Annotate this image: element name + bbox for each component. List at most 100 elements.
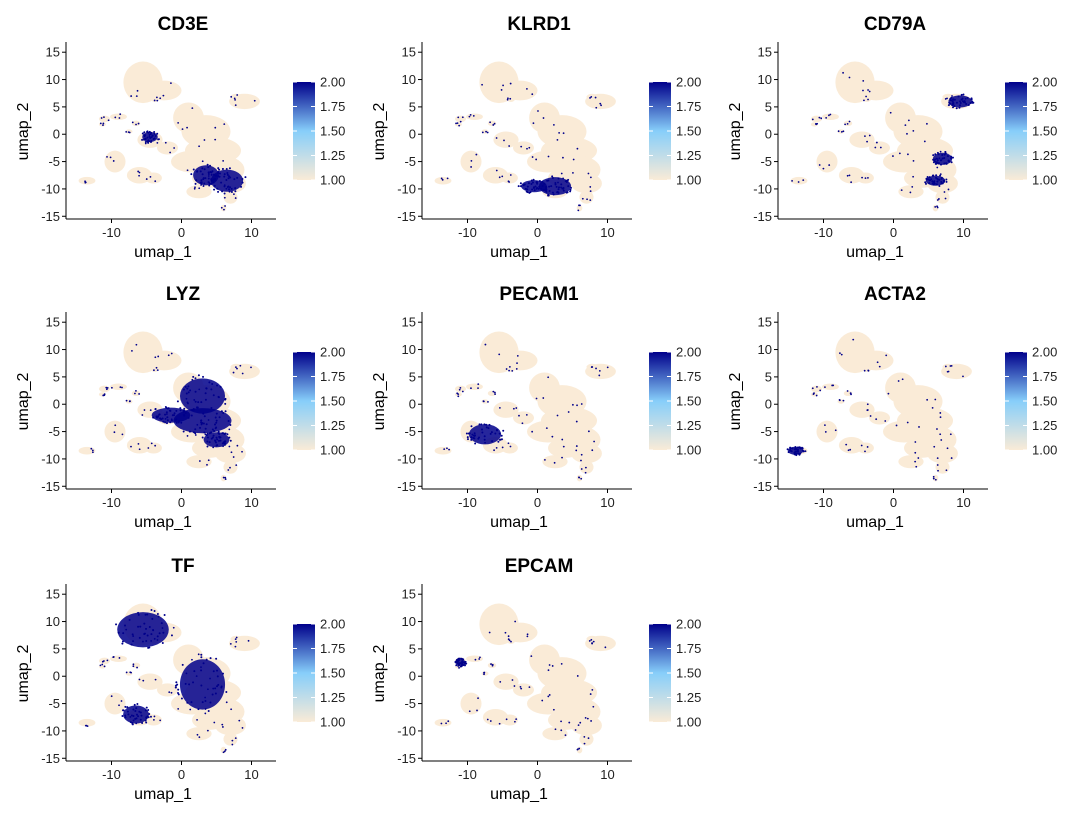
expression-point	[211, 693, 214, 696]
expression-point	[207, 181, 210, 184]
expression-point	[455, 661, 458, 664]
cell-cluster	[849, 401, 875, 418]
expression-point	[156, 132, 159, 135]
expression-point	[103, 393, 106, 396]
expression-point	[816, 385, 818, 388]
expression-point	[156, 635, 159, 638]
expression-point	[200, 656, 203, 659]
expression-point	[794, 450, 797, 453]
expression-point	[132, 714, 135, 717]
expression-point	[140, 714, 143, 717]
expression-point	[149, 409, 152, 412]
expression-point	[124, 714, 127, 717]
expression-point	[939, 416, 942, 419]
cell-cluster	[110, 113, 127, 121]
expression-point	[797, 452, 800, 455]
expression-point	[236, 367, 238, 370]
expression-point	[235, 640, 238, 643]
expression-point	[182, 388, 185, 391]
expression-point	[147, 141, 150, 144]
legend-tick-label: 1.00	[676, 443, 701, 458]
y-tick-label: 15	[402, 587, 416, 602]
expression-point	[935, 174, 938, 177]
expression-point	[134, 717, 137, 720]
expression-point	[142, 679, 145, 682]
expression-point	[530, 179, 533, 182]
expression-point	[149, 137, 152, 140]
expression-point	[889, 111, 892, 114]
expression-point	[192, 375, 195, 378]
expression-point	[965, 102, 968, 105]
expression-point	[200, 419, 203, 422]
expression-point	[862, 79, 865, 82]
expression-point	[544, 458, 546, 461]
expression-point	[864, 450, 866, 453]
expression-point	[491, 663, 494, 666]
legend-tick-label: 1.25	[676, 148, 701, 163]
expression-point	[196, 170, 199, 173]
y-tick-label: -15	[397, 479, 416, 494]
expression-point	[850, 181, 853, 184]
expression-point	[137, 613, 140, 616]
expression-point	[223, 173, 226, 176]
expression-point	[583, 742, 586, 745]
expression-point	[937, 153, 940, 156]
x-tick-label: -10	[458, 767, 477, 782]
expression-point	[150, 608, 153, 611]
x-tick-label: -10	[102, 225, 121, 240]
expression-point	[481, 83, 483, 86]
expression-point	[580, 468, 583, 470]
expression-point	[848, 76, 851, 79]
expression-point	[135, 343, 138, 346]
expression-point	[130, 445, 132, 448]
expression-point	[476, 709, 478, 712]
expression-point	[470, 387, 472, 390]
expression-point	[224, 205, 226, 207]
expression-point	[947, 188, 950, 191]
expression-point	[507, 442, 510, 445]
expression-point	[186, 402, 189, 405]
expression-point	[188, 683, 191, 686]
expression-point	[241, 178, 244, 181]
expression-point	[938, 157, 941, 160]
expression-point	[234, 366, 237, 369]
expression-point	[509, 97, 512, 100]
expression-point	[925, 178, 928, 181]
cell-cluster	[460, 692, 482, 715]
expression-point	[846, 174, 849, 177]
y-axis-label: umap_2	[15, 372, 32, 430]
expression-point	[475, 153, 478, 156]
expression-point	[144, 134, 147, 137]
expression-point	[207, 459, 210, 462]
expression-point	[119, 113, 122, 116]
expression-point	[121, 642, 124, 645]
expression-point	[578, 747, 581, 750]
expression-point	[606, 366, 609, 369]
expression-point	[153, 610, 156, 613]
expression-point	[457, 659, 460, 662]
expression-point	[935, 183, 938, 186]
legend-tick-label: 2.00	[1032, 75, 1057, 90]
expression-point	[201, 160, 204, 163]
expression-point	[164, 141, 167, 144]
expression-point	[931, 180, 934, 183]
expression-point	[892, 155, 894, 157]
expression-point	[198, 736, 201, 739]
expression-point	[135, 713, 138, 716]
expression-point	[811, 118, 814, 121]
expression-point	[137, 625, 140, 628]
expression-point	[228, 167, 231, 170]
expression-point	[936, 199, 939, 201]
expression-point	[228, 188, 231, 191]
expression-point	[895, 424, 898, 427]
expression-point	[192, 681, 195, 684]
expression-point	[217, 190, 220, 193]
expression-point	[189, 389, 192, 392]
x-axis-label: umap_1	[490, 244, 548, 261]
expression-point	[818, 164, 821, 166]
expression-point	[463, 664, 466, 667]
expression-point	[544, 189, 547, 192]
expression-point	[137, 170, 140, 173]
cell-cluster	[579, 732, 594, 746]
